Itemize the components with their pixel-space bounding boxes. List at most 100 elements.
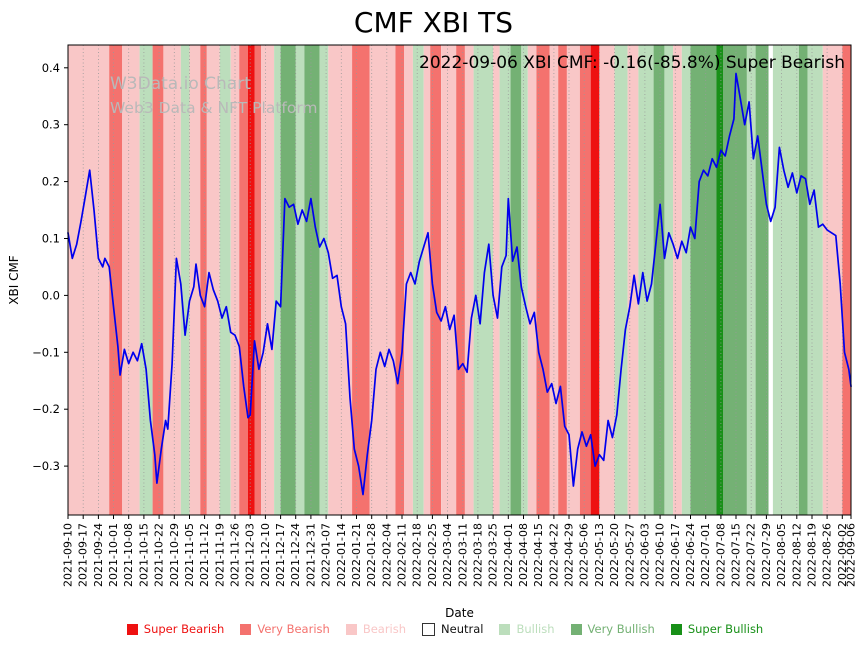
regime-band-bullish — [664, 45, 674, 515]
regime-band-very-bearish — [200, 45, 207, 515]
legend-label-very-bearish: Very Bearish — [257, 622, 330, 636]
x-tick-label: 2022-09-02 — [836, 523, 849, 587]
y-tick-label: −0.3 — [32, 459, 60, 473]
regime-band-neutral — [768, 45, 773, 515]
regime-band-bullish — [521, 45, 528, 515]
latest-value-annotation: 2022-09-06 XBI CMF: -0.16(-85.8%) Super … — [419, 53, 845, 73]
regime-band-very-bearish — [456, 45, 465, 515]
y-tick-label: 0.4 — [42, 61, 60, 75]
legend-swatch-super-bearish — [126, 623, 138, 635]
x-tick-label: 2021-10-15 — [137, 523, 150, 587]
x-tick-label: 2022-05-27 — [623, 523, 636, 587]
x-tick-label: 2022-05-06 — [578, 523, 591, 587]
legend-label-neutral: Neutral — [441, 622, 484, 636]
regime-band-bearish — [673, 45, 682, 515]
regime-band-very-bearish — [536, 45, 550, 515]
x-gridlines — [67, 45, 852, 515]
regime-band-very-bearish — [558, 45, 567, 515]
x-tick-label: 2022-08-26 — [821, 523, 834, 587]
x-tick-label: 2022-01-14 — [335, 523, 348, 587]
y-axis-label: XBI CMF — [7, 255, 21, 305]
x-tick-label: 2022-03-11 — [456, 523, 469, 587]
x-tick-label: 2022-06-10 — [654, 523, 667, 587]
x-tick-label: 2022-01-21 — [350, 523, 363, 587]
x-tick-label: 2021-09-17 — [77, 523, 90, 587]
x-tick-label: 2021-12-10 — [259, 523, 272, 587]
regime-band-very-bearish — [254, 45, 261, 515]
y-tick-label: 0.1 — [42, 232, 60, 246]
cmf-line — [67, 72, 852, 496]
x-tick-label: 2022-07-22 — [745, 523, 758, 587]
legend-label-very-bullish: Very Bullish — [587, 622, 655, 636]
legend-item-bearish: Bearish — [345, 622, 406, 636]
x-tick-label: 2022-08-19 — [806, 523, 819, 587]
y-tick-label: −0.2 — [32, 402, 60, 416]
regime-band-bearish — [423, 45, 431, 515]
legend-item-very-bearish: Very Bearish — [240, 622, 330, 636]
regime-band-bearish — [369, 45, 396, 515]
x-tick-label: 2022-01-07 — [320, 523, 333, 587]
regime-band-bearish — [464, 45, 474, 515]
regime-band-super-bearish — [248, 45, 255, 515]
legend-swatch-super-bullish — [670, 623, 682, 635]
regime-band-very-bearish — [842, 45, 851, 515]
regime-band-very-bullish — [755, 45, 769, 515]
x-tick-label: 2021-12-24 — [289, 523, 302, 587]
y-tick-label: 0.3 — [42, 118, 60, 132]
legend-label-super-bearish: Super Bearish — [143, 622, 225, 636]
legend-swatch-very-bearish — [240, 623, 252, 635]
x-tick-label: 2021-12-17 — [274, 523, 287, 587]
x-tick-label: 2022-01-28 — [365, 523, 378, 587]
x-tick-label: 2022-05-13 — [593, 523, 606, 587]
x-tick-label: 2022-02-04 — [380, 523, 393, 587]
regime-band-bullish — [499, 45, 511, 515]
x-tick-label: 2021-11-12 — [198, 523, 211, 587]
x-tick-label: 2021-11-19 — [213, 523, 226, 587]
x-tick-label: 2022-04-29 — [563, 523, 576, 587]
legend-label-bullish: Bullish — [516, 622, 555, 636]
y-tick-label: 0.0 — [42, 288, 60, 302]
x-tick-label: 2021-10-08 — [122, 523, 135, 587]
regime-band-bullish — [319, 45, 329, 515]
x-tick-label: 2022-04-01 — [502, 523, 515, 587]
regime-band-very-bullish — [304, 45, 320, 515]
regime-band-bearish — [566, 45, 580, 515]
regime-band-bearish — [163, 45, 181, 515]
regime-band-very-bullish — [723, 45, 747, 515]
regime-band-bearish — [441, 45, 457, 515]
regime-band-bearish — [261, 45, 274, 515]
regime-legend: Super Bearish Very Bearish Bearish Neutral B… — [40, 622, 850, 636]
x-tick-label: 2022-02-11 — [396, 523, 409, 587]
legend-swatch-bullish — [499, 623, 511, 635]
chart-title: CMF XBI TS — [353, 6, 514, 39]
x-tick-label: 2022-07-29 — [760, 523, 773, 587]
x-tick-label: 2022-07-08 — [714, 523, 727, 587]
regime-band-bearish — [328, 45, 353, 515]
regime-band-bearish — [527, 45, 537, 515]
regime-band-bearish — [822, 45, 843, 515]
x-tick-label: 2022-03-25 — [487, 523, 500, 587]
regime-band-bullish — [412, 45, 424, 515]
x-tick-label: 2022-03-04 — [441, 523, 454, 587]
y-axis-ticks: 0.4 0.3 0.2 0.1 0.0 −0.1 −0.2 −0.3 — [32, 61, 68, 473]
x-tick-label: 2022-08-12 — [790, 523, 803, 587]
x-tick-label: 2021-11-26 — [229, 523, 242, 587]
regime-band-bullish — [295, 45, 305, 515]
x-tick-label: 2021-09-10 — [62, 523, 75, 587]
watermark-line1: W3Data.io Chart — [110, 74, 251, 94]
watermark-line2: Web3 Data & NFT Platform — [110, 98, 318, 117]
x-tick-label: 2021-10-01 — [107, 523, 120, 587]
x-tick-label: 2022-08-05 — [775, 523, 788, 587]
x-tick-label: 2021-12-31 — [304, 523, 317, 587]
legend-label-super-bullish: Super Bullish — [687, 622, 764, 636]
x-tick-label: 2021-10-29 — [168, 523, 181, 587]
regime-band-bullish — [274, 45, 281, 515]
regime-band-bearish — [206, 45, 220, 515]
x-tick-label: 2021-12-03 — [244, 523, 257, 587]
regime-band-very-bullish — [690, 45, 717, 515]
legend-item-bullish: Bullish — [499, 622, 555, 636]
x-axis-label: Date — [445, 606, 474, 620]
legend-item-very-bullish: Very Bullish — [570, 622, 655, 636]
legend-item-neutral: Neutral — [422, 622, 483, 636]
